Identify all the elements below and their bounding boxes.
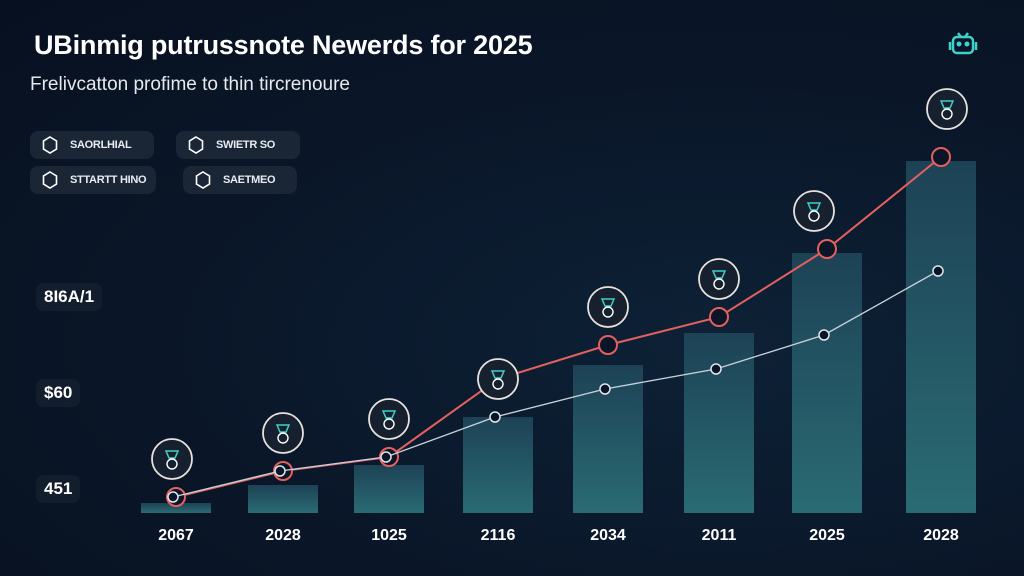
data-point [380, 451, 392, 463]
tree-icon [711, 270, 727, 279]
data-point [932, 265, 944, 277]
x-tick-label: 2011 [702, 527, 737, 544]
legend-label: SAETMEO [223, 174, 276, 186]
hexagon-icon [42, 171, 58, 189]
legend-item-4[interactable]: SAETMEO [183, 166, 297, 194]
cloud-icon-detail [383, 418, 395, 430]
robot-icon [948, 30, 978, 65]
bar [684, 333, 754, 513]
bar [354, 465, 424, 513]
y-tick-label: 8I6A/1 [36, 283, 103, 311]
data-point [599, 383, 611, 395]
wallet-icon-detail [277, 432, 289, 444]
plant-icon [490, 370, 506, 379]
hexagon-icon [195, 171, 211, 189]
bar [141, 503, 211, 513]
hexagon-icon [188, 136, 204, 154]
data-point [598, 335, 618, 355]
legend-label: STTARTT HINO [70, 174, 147, 186]
x-tick-label: 2116 [481, 527, 516, 544]
chart-title: UBinmig putrussnote Newerds for 2025 [34, 30, 533, 60]
cloud-icon [381, 410, 397, 419]
x-tick-label: 2028 [265, 527, 301, 544]
hand-coin-icon [600, 298, 616, 307]
hand-coin-icon-detail [602, 306, 614, 318]
data-point [709, 307, 729, 327]
data-point [818, 329, 830, 341]
y-tick-label: 451 [36, 475, 81, 503]
bar [463, 417, 533, 513]
bar [792, 253, 862, 513]
y-tick-label: $60 [36, 379, 81, 407]
hexagon-icon [42, 136, 58, 154]
series-line [172, 270, 939, 498]
leaf-icon [939, 100, 955, 109]
legend-label: SAORLHIAL [70, 139, 132, 151]
key-icon-detail [166, 458, 178, 470]
seedling-icon [806, 202, 822, 211]
x-tick-label: 2034 [590, 527, 626, 544]
x-tick-label: 2028 [923, 527, 959, 544]
wallet-icon [275, 424, 291, 433]
data-point [167, 491, 179, 503]
data-point [710, 363, 722, 375]
legend-item-3[interactable]: STTARTT HINO [30, 166, 156, 194]
data-point [817, 239, 837, 259]
key-icon [164, 450, 180, 459]
seedling-icon-detail [808, 210, 820, 222]
legend-label: SWIETR SO [216, 139, 276, 151]
leaf-icon-detail [941, 108, 953, 120]
tree-icon-detail [713, 278, 725, 290]
x-tick-label: 2067 [158, 527, 194, 544]
bar [248, 485, 318, 513]
bar [906, 161, 976, 513]
x-tick-label: 2025 [809, 527, 845, 544]
data-point [489, 411, 501, 423]
data-point [274, 465, 286, 477]
legend-item-2[interactable]: SWIETR SO [176, 131, 300, 159]
x-tick-label: 1025 [371, 527, 407, 544]
legend-item-1[interactable]: SAORLHIAL [30, 131, 154, 159]
plant-icon-detail [492, 378, 504, 390]
chart-subtitle: Frelivcatton profime to thin tircrenoure [30, 74, 350, 95]
data-point [931, 147, 951, 167]
